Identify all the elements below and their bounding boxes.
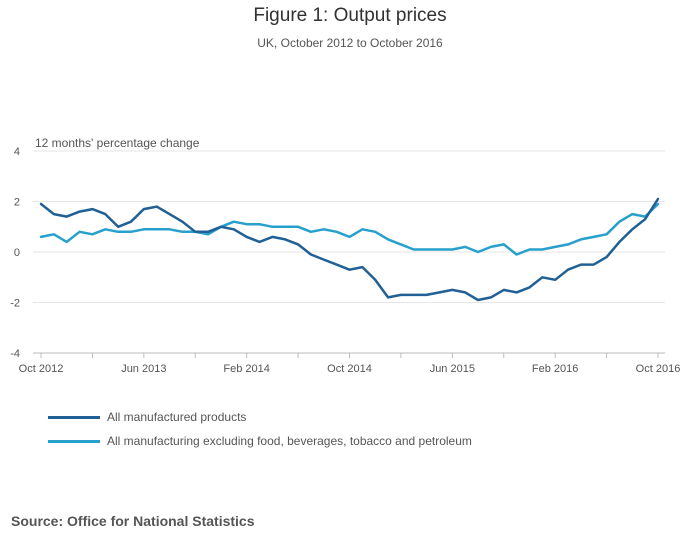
- series-line: [39, 197, 660, 302]
- grid: [33, 150, 665, 354]
- legend-label: All manufacturing excluding food, bevera…: [107, 434, 472, 448]
- legend-item-excluding-food: All manufacturing excluding food, bevera…: [48, 429, 472, 453]
- y-axis: 4 2 0 -2 -4: [10, 146, 20, 360]
- x-tick-label: Feb 2014: [223, 363, 269, 375]
- legend-item-all-manufactured: All manufactured products: [48, 405, 472, 429]
- x-tick-label: Oct 2012: [19, 363, 64, 375]
- y-axis-label: 12 months' percentage change: [35, 136, 200, 150]
- y-tick-label: 2: [14, 197, 20, 209]
- y-tick-label: -4: [10, 348, 20, 360]
- x-tick-label: Jun 2013: [121, 363, 166, 375]
- x-tick-label: Jun 2015: [430, 363, 475, 375]
- y-tick-label: -2: [10, 298, 20, 310]
- x-axis: Oct 2012 Jun 2013 Feb 2014 Oct 2014 Jun 2015…: [19, 353, 681, 375]
- legend-swatch: [48, 439, 100, 443]
- series-lines: [39, 197, 660, 302]
- y-tick-label: 0: [14, 247, 20, 259]
- legend-swatch: [48, 415, 100, 419]
- legend-label: All manufactured products: [107, 410, 247, 424]
- legend: All manufactured products All manufactur…: [48, 405, 472, 453]
- source-note: Source: Office for National Statistics: [11, 513, 255, 529]
- x-tick-label: Oct 2016: [636, 363, 681, 375]
- x-tick-label: Oct 2014: [327, 363, 372, 375]
- chart-title: Figure 1: Output prices: [253, 5, 447, 26]
- chart-subtitle: UK, October 2012 to October 2016: [257, 36, 443, 50]
- y-tick-label: 4: [14, 146, 20, 158]
- x-tick-label: Feb 2016: [532, 363, 578, 375]
- series-line: [39, 202, 660, 256]
